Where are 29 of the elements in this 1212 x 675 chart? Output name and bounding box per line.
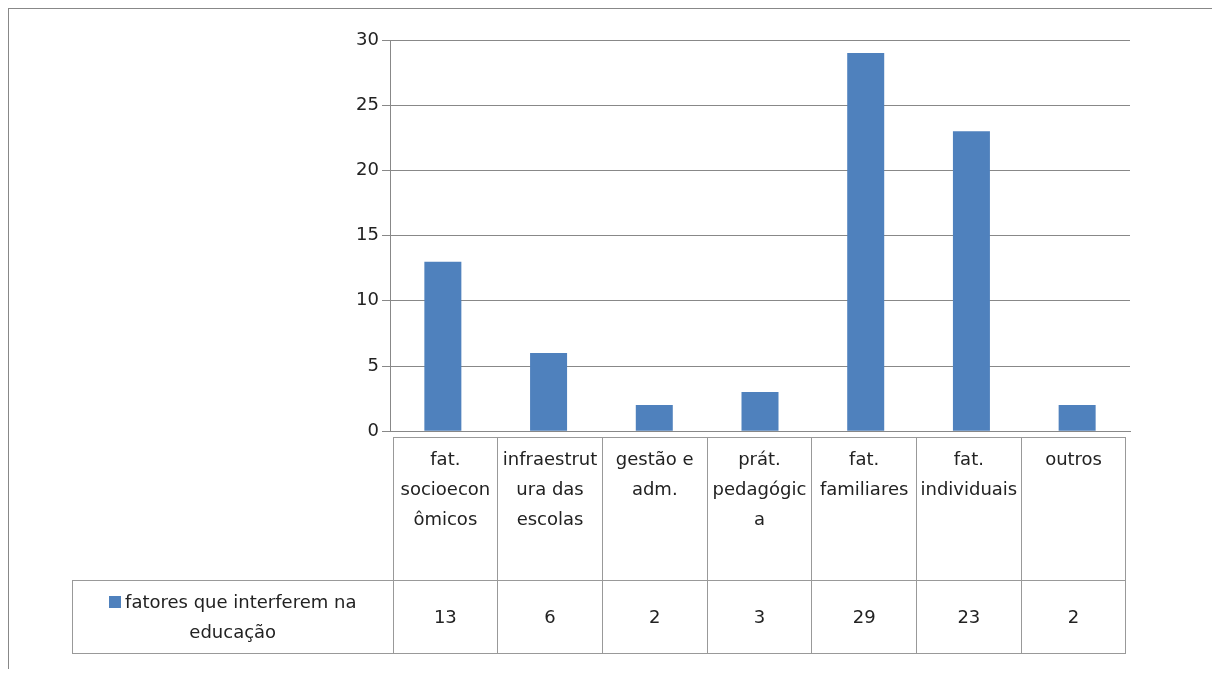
bar: [424, 261, 462, 431]
x-tick-label: gestão e adm.: [602, 437, 708, 581]
x-tick-label: prát. pedagógica: [707, 437, 812, 581]
x-tick-label: outros: [1021, 437, 1126, 581]
x-tick-label: infraestrutura das escolas: [497, 437, 603, 581]
data-label: 6: [497, 580, 603, 654]
data-label: 2: [602, 580, 708, 654]
bar: [635, 405, 673, 431]
bar: [847, 53, 885, 431]
data-label: 2: [1021, 580, 1126, 654]
data-label: 3: [707, 580, 812, 654]
y-tick-label: 15: [356, 223, 379, 245]
x-tick-label: fat. socioeconômicos: [393, 437, 498, 581]
y-tick-label: 20: [356, 158, 379, 180]
data-label: 29: [811, 580, 917, 654]
bar: [530, 352, 568, 431]
y-tick-label: 5: [367, 353, 379, 375]
bar: [952, 131, 990, 431]
bar: [741, 392, 779, 431]
data-label: 23: [916, 580, 1022, 654]
bar: [1058, 405, 1096, 431]
data-label: 13: [393, 580, 498, 654]
legend-label: fatores que interferem na educação: [72, 580, 393, 654]
x-tick-label: fat. individuais: [916, 437, 1022, 581]
y-tick-label: 0: [367, 418, 379, 440]
x-tick-label: fat. familiares: [811, 437, 917, 581]
y-tick-label: 25: [356, 92, 379, 114]
y-tick-label: 10: [356, 288, 379, 310]
y-tick-label: 30: [356, 27, 379, 49]
